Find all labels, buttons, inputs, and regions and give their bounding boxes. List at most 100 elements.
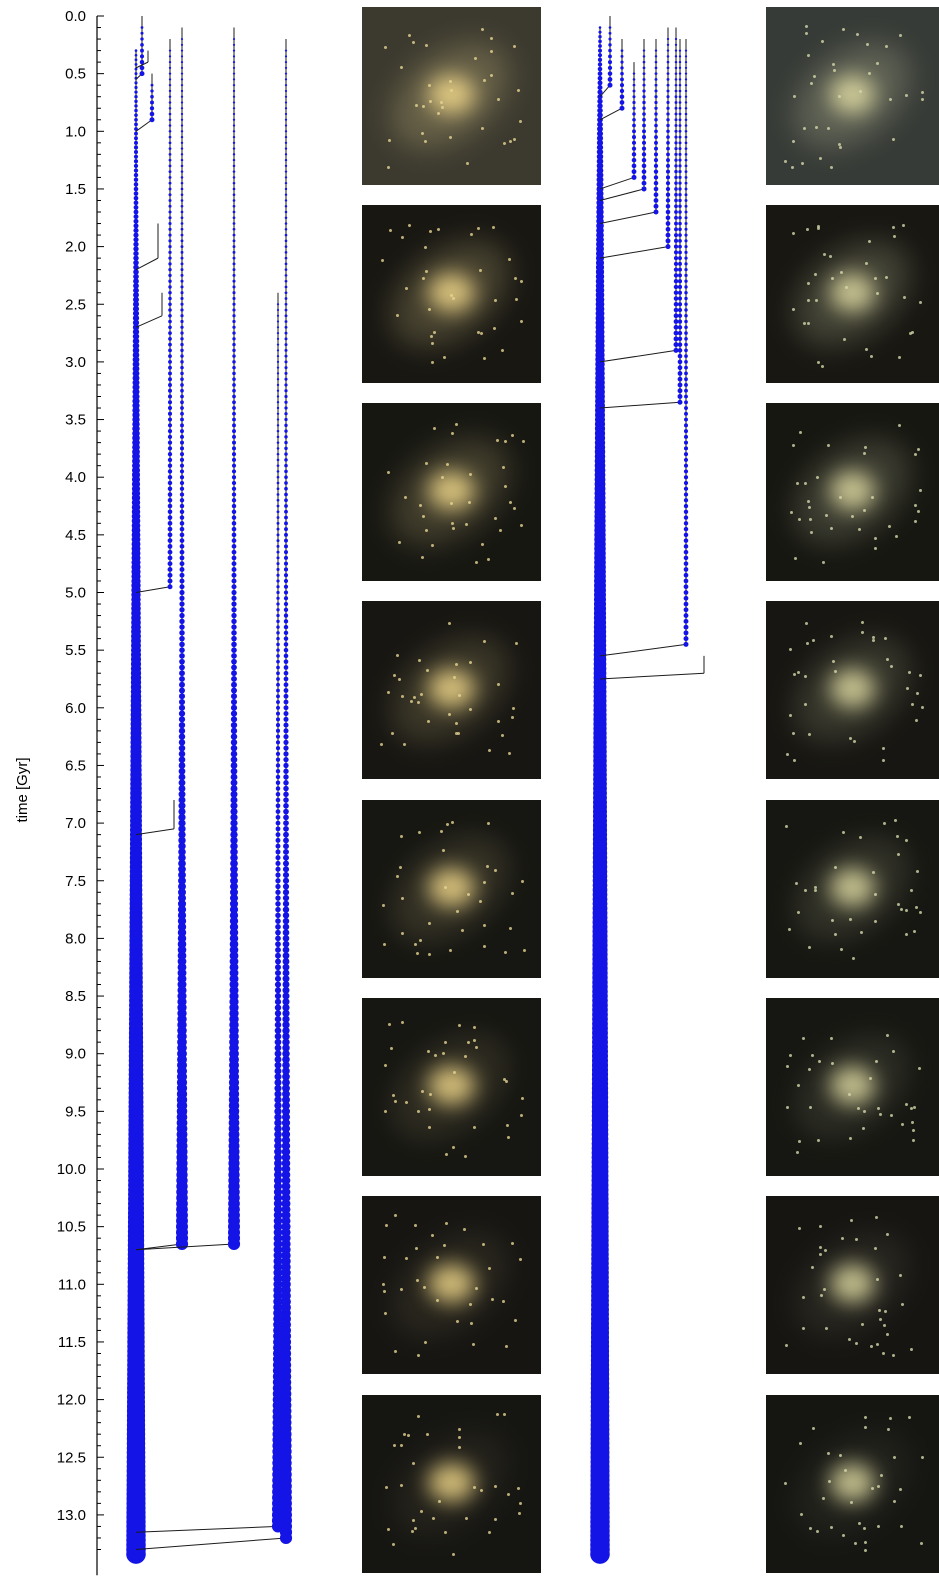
merger-link [135,257,159,271]
progenitor-node [281,1101,291,1110]
progenitor-node [284,141,288,144]
y-tick-label: 9.5 [65,1103,86,1120]
progenitor-node [653,209,659,215]
progenitor-branch [135,292,163,328]
progenitor-node [653,175,659,180]
progenitor-node [275,889,281,895]
progenitor-node [274,1153,282,1162]
merger-link [599,246,669,259]
progenitor-node [665,232,671,238]
progenitor-node [276,429,280,433]
progenitor-node [283,699,289,705]
progenitor-node [231,658,237,665]
progenitor-node [179,492,185,497]
merger-link [135,119,153,132]
main-branch-node [134,104,138,108]
progenitor-node [178,871,186,879]
progenitor-node [608,37,612,41]
progenitor-node [283,728,289,734]
progenitor-node [632,89,636,93]
progenitor-node [180,101,184,104]
progenitor-node [180,130,184,133]
progenitor-node [283,607,289,612]
main-branch-node [133,191,139,196]
progenitor-node [684,319,688,324]
progenitor-node [282,975,290,983]
progenitor-node [684,314,688,318]
progenitor-node [666,72,670,76]
y-axis-title: time [Gyr] [14,757,31,822]
progenitor-node [275,855,281,861]
main-branch-node [133,255,139,261]
progenitor-node [284,222,288,225]
progenitor-node [282,998,290,1006]
progenitor-node [178,876,186,885]
progenitor-node [284,389,288,393]
progenitor-node [276,447,280,450]
progenitor-node [678,256,682,261]
progenitor-node [284,187,288,191]
progenitor-node [180,411,184,416]
progenitor-node [283,584,289,589]
progenitor-node [674,233,678,238]
progenitor-node [180,394,184,399]
progenitor-node [231,561,237,567]
right-column-panel [766,1395,939,1573]
progenitor-node [276,642,280,647]
progenitor-node [232,170,236,173]
progenitor-node [282,1072,290,1081]
progenitor-node [283,780,289,786]
progenitor-node [180,360,184,364]
progenitor-node [654,89,658,93]
progenitor-node [179,463,185,468]
progenitor-node [167,566,173,572]
progenitor-node [232,279,236,283]
progenitor-node [678,210,682,214]
progenitor-node [167,446,173,451]
progenitor-node [684,262,688,266]
progenitor-node [276,510,280,514]
progenitor-node [276,452,280,456]
progenitor-node [665,215,671,221]
progenitor-node [274,1090,282,1098]
progenitor-node [180,187,184,191]
main-branch-node [597,116,603,123]
main-branch-node [134,113,138,117]
progenitor-node [665,198,671,203]
progenitor-node [678,227,682,232]
progenitor-node [678,83,682,87]
progenitor-node [276,360,280,364]
progenitor-node [666,100,670,105]
progenitor-node [283,757,289,763]
main-branch-node [596,162,604,170]
progenitor-node [276,389,280,392]
progenitor-node [619,88,625,94]
progenitor-node [276,665,280,670]
progenitor-node [279,1531,293,1545]
progenitor-node [677,376,683,382]
progenitor-node [283,774,289,780]
progenitor-node [231,595,237,601]
progenitor-node [177,905,187,914]
progenitor-node [168,55,172,58]
progenitor-node [179,538,185,543]
progenitor-node [683,521,689,526]
progenitor-node [276,556,280,560]
progenitor-node [180,84,184,87]
progenitor-node [168,158,172,162]
progenitor-branch [599,27,671,259]
main-branch-node [134,85,138,90]
progenitor-node [683,498,689,503]
progenitor-branch [135,16,145,80]
progenitor-node [276,590,280,595]
progenitor-node [282,1021,290,1029]
progenitor-node [683,503,689,509]
progenitor-node [678,147,682,151]
main-branch-node [133,200,139,206]
progenitor-node [674,146,678,151]
merger-link [135,315,163,328]
progenitor-node [177,899,187,908]
progenitor-node [665,209,671,215]
progenitor-node [178,693,186,700]
progenitor-node [275,941,281,948]
